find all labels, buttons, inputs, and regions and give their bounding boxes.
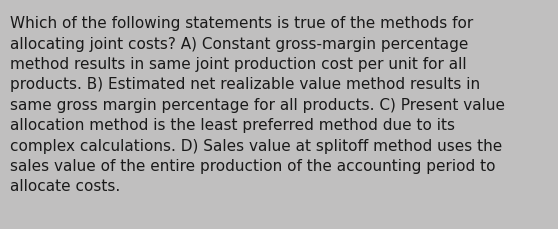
Text: Which of the following statements is true of the methods for
allocating joint co: Which of the following statements is tru… — [10, 16, 505, 194]
